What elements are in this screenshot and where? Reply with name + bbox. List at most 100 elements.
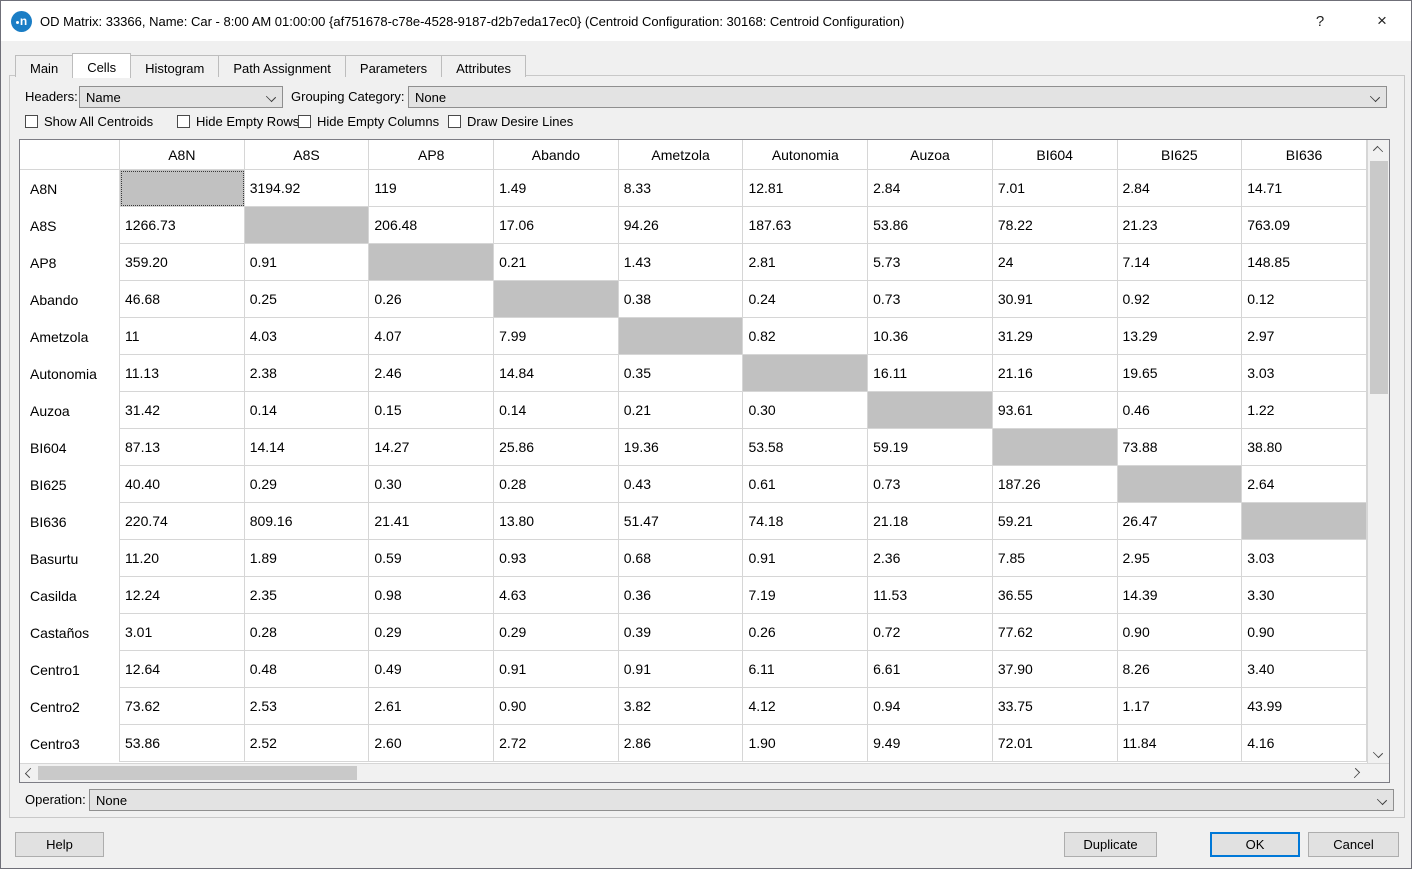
matrix-cell[interactable]: 0.48 bbox=[244, 651, 370, 688]
matrix-cell[interactable]: 21.23 bbox=[1117, 207, 1243, 244]
matrix-cell[interactable]: 0.30 bbox=[743, 392, 869, 429]
matrix-cell[interactable] bbox=[992, 429, 1118, 466]
column-header[interactable]: BI604 bbox=[993, 140, 1118, 169]
tab-histogram[interactable]: Histogram bbox=[130, 55, 220, 77]
matrix-cell[interactable]: 24 bbox=[992, 244, 1118, 281]
column-header[interactable]: A8S bbox=[245, 140, 370, 169]
column-header[interactable]: A8N bbox=[120, 140, 245, 169]
row-header[interactable]: Autonomia bbox=[20, 355, 120, 392]
matrix-cell[interactable]: 0.12 bbox=[1242, 281, 1367, 318]
matrix-cell[interactable]: 0.94 bbox=[868, 688, 993, 725]
grouping-category-select[interactable]: None bbox=[408, 86, 1387, 108]
matrix-cell[interactable]: 2.60 bbox=[369, 725, 495, 762]
help-titlebar-button[interactable]: ? bbox=[1315, 12, 1325, 30]
matrix-cell[interactable] bbox=[868, 392, 993, 429]
matrix-cell[interactable]: 0.26 bbox=[743, 614, 869, 651]
matrix-cell[interactable]: 1.43 bbox=[618, 244, 744, 281]
matrix-cell[interactable]: 73.88 bbox=[1117, 429, 1243, 466]
matrix-cell[interactable]: 0.73 bbox=[868, 281, 993, 318]
checkbox-show-all-centroids[interactable]: Show All Centroids bbox=[25, 113, 153, 129]
matrix-cell[interactable]: 3.82 bbox=[618, 688, 744, 725]
matrix-cell[interactable]: 0.26 bbox=[369, 281, 495, 318]
matrix-cell[interactable]: 19.65 bbox=[1117, 355, 1243, 392]
matrix-cell[interactable]: 2.84 bbox=[1117, 170, 1243, 207]
matrix-cell[interactable]: 21.41 bbox=[369, 503, 495, 540]
matrix-cell[interactable]: 2.61 bbox=[369, 688, 495, 725]
matrix-cell[interactable]: 17.06 bbox=[494, 207, 619, 244]
row-header[interactable]: Centro1 bbox=[20, 651, 120, 688]
matrix-cell[interactable] bbox=[743, 355, 869, 392]
matrix-cell[interactable]: 4.03 bbox=[244, 318, 370, 355]
row-header[interactable]: Centro3 bbox=[20, 725, 120, 762]
matrix-cell[interactable]: 4.16 bbox=[1242, 725, 1367, 762]
row-header[interactable]: A8S bbox=[20, 207, 120, 244]
matrix-cell[interactable]: 7.01 bbox=[992, 170, 1118, 207]
matrix-cell[interactable] bbox=[494, 281, 619, 318]
matrix-cell[interactable]: 148.85 bbox=[1242, 244, 1367, 281]
matrix-cell[interactable]: 3.30 bbox=[1242, 577, 1367, 614]
matrix-cell[interactable]: 2.81 bbox=[743, 244, 869, 281]
matrix-cell[interactable]: 51.47 bbox=[618, 503, 744, 540]
column-header[interactable]: Autonomia bbox=[743, 140, 869, 169]
matrix-cell[interactable]: 21.18 bbox=[868, 503, 993, 540]
matrix-cell[interactable]: 7.85 bbox=[992, 540, 1118, 577]
row-header[interactable]: AP8 bbox=[20, 244, 120, 281]
matrix-cell[interactable]: 21.16 bbox=[992, 355, 1118, 392]
matrix-cell[interactable]: 0.28 bbox=[244, 614, 370, 651]
matrix-cell[interactable] bbox=[618, 318, 744, 355]
matrix-cell[interactable]: 2.72 bbox=[494, 725, 619, 762]
matrix-cell[interactable]: 31.42 bbox=[120, 392, 245, 429]
column-header[interactable]: AP8 bbox=[369, 140, 495, 169]
matrix-cell[interactable]: 2.38 bbox=[244, 355, 370, 392]
matrix-cell[interactable]: 12.64 bbox=[120, 651, 245, 688]
matrix-cell[interactable]: 4.12 bbox=[743, 688, 869, 725]
matrix-cell[interactable]: 77.62 bbox=[992, 614, 1118, 651]
matrix-cell[interactable]: 7.19 bbox=[743, 577, 869, 614]
matrix-cell[interactable]: 2.84 bbox=[868, 170, 993, 207]
matrix-cell[interactable]: 2.35 bbox=[244, 577, 370, 614]
matrix-cell[interactable]: 0.25 bbox=[244, 281, 370, 318]
cancel-button[interactable]: Cancel bbox=[1308, 832, 1399, 857]
row-header[interactable]: Casilda bbox=[20, 577, 120, 614]
matrix-cell[interactable]: 14.84 bbox=[494, 355, 619, 392]
matrix-cell[interactable]: 0.24 bbox=[743, 281, 869, 318]
matrix-cell[interactable]: 74.18 bbox=[743, 503, 869, 540]
matrix-cell[interactable] bbox=[120, 170, 245, 207]
matrix-cell[interactable]: 3.01 bbox=[120, 614, 245, 651]
matrix-cell[interactable]: 94.26 bbox=[618, 207, 744, 244]
matrix-cell[interactable]: 2.46 bbox=[369, 355, 495, 392]
matrix-cell[interactable]: 0.35 bbox=[618, 355, 744, 392]
matrix-cell[interactable]: 0.29 bbox=[369, 614, 495, 651]
matrix-cell[interactable]: 31.29 bbox=[992, 318, 1118, 355]
matrix-cell[interactable]: 763.09 bbox=[1242, 207, 1367, 244]
matrix-cell[interactable]: 2.52 bbox=[244, 725, 370, 762]
matrix-cell[interactable]: 10.36 bbox=[868, 318, 993, 355]
matrix-cell[interactable]: 9.49 bbox=[868, 725, 993, 762]
scroll-right-icon[interactable] bbox=[1351, 769, 1361, 779]
matrix-cell[interactable]: 809.16 bbox=[244, 503, 370, 540]
matrix-cell[interactable]: 0.29 bbox=[244, 466, 370, 503]
matrix-cell[interactable]: 53.86 bbox=[120, 725, 245, 762]
matrix-cell[interactable]: 11.84 bbox=[1117, 725, 1243, 762]
matrix-cell[interactable]: 40.40 bbox=[120, 466, 245, 503]
row-header[interactable]: Ametzola bbox=[20, 318, 120, 355]
horizontal-scrollbar-thumb[interactable] bbox=[38, 766, 357, 780]
matrix-cell[interactable]: 2.53 bbox=[244, 688, 370, 725]
matrix-cell[interactable] bbox=[1117, 466, 1243, 503]
matrix-cell[interactable]: 36.55 bbox=[992, 577, 1118, 614]
matrix-cell[interactable]: 87.13 bbox=[120, 429, 245, 466]
matrix-cell[interactable]: 0.92 bbox=[1117, 281, 1243, 318]
checkbox-box[interactable] bbox=[25, 114, 38, 128]
matrix-cell[interactable]: 72.01 bbox=[992, 725, 1118, 762]
checkbox-draw-desire-lines[interactable]: Draw Desire Lines bbox=[448, 113, 573, 129]
matrix-cell[interactable]: 0.68 bbox=[618, 540, 744, 577]
matrix-cell[interactable]: 46.68 bbox=[120, 281, 245, 318]
matrix-cell[interactable]: 0.59 bbox=[369, 540, 495, 577]
matrix-cell[interactable]: 1.90 bbox=[743, 725, 869, 762]
matrix-cell[interactable]: 33.75 bbox=[992, 688, 1118, 725]
matrix-cell[interactable]: 2.86 bbox=[618, 725, 744, 762]
matrix-cell[interactable]: 0.14 bbox=[494, 392, 619, 429]
matrix-cell[interactable]: 73.62 bbox=[120, 688, 245, 725]
vertical-scrollbar[interactable] bbox=[1367, 140, 1389, 764]
matrix-cell[interactable]: 0.91 bbox=[244, 244, 370, 281]
